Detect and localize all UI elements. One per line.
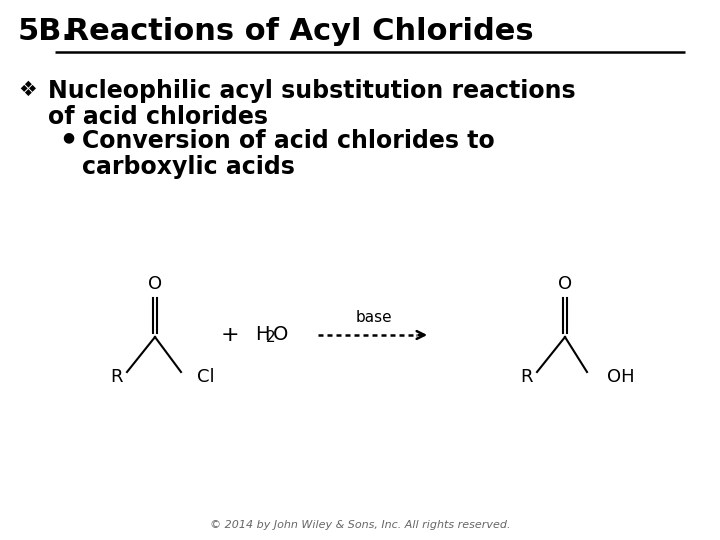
Text: Reactions of Acyl Chlorides: Reactions of Acyl Chlorides: [55, 17, 534, 46]
Text: 2: 2: [266, 330, 276, 346]
Text: Cl: Cl: [197, 368, 215, 386]
Text: base: base: [356, 310, 392, 325]
Text: OH: OH: [607, 368, 634, 386]
Text: 5B.: 5B.: [18, 17, 74, 46]
Text: ❖: ❖: [18, 80, 37, 100]
Text: O: O: [558, 275, 572, 293]
Text: Conversion of acid chlorides to: Conversion of acid chlorides to: [82, 129, 495, 153]
Text: O: O: [273, 326, 289, 345]
Text: ●: ●: [62, 130, 74, 144]
Text: carboxylic acids: carboxylic acids: [82, 155, 295, 179]
Text: +: +: [221, 325, 239, 345]
Text: R: R: [111, 368, 123, 386]
Text: O: O: [148, 275, 162, 293]
Text: © 2014 by John Wiley & Sons, Inc. All rights reserved.: © 2014 by John Wiley & Sons, Inc. All ri…: [210, 520, 510, 530]
Text: R: R: [521, 368, 534, 386]
Text: of acid chlorides: of acid chlorides: [48, 105, 268, 129]
Text: H: H: [255, 326, 269, 345]
Text: Nucleophilic acyl substitution reactions: Nucleophilic acyl substitution reactions: [48, 79, 575, 103]
